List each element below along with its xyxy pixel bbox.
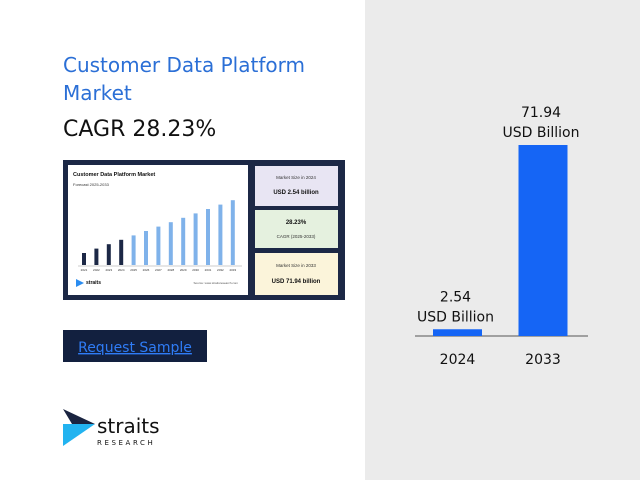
thumb-bar xyxy=(218,204,223,265)
thumb-bar xyxy=(230,200,235,265)
thumb-year: 2030 xyxy=(192,268,199,272)
thumb-source: Source: www.straitsresearch.com xyxy=(193,281,238,285)
thumb-year: 2029 xyxy=(180,268,187,272)
value-label: 71.94 USD Billion xyxy=(503,105,580,141)
page-title: Customer Data Platform Market xyxy=(63,53,305,105)
thumb-year: 2022 xyxy=(93,268,100,272)
thumb-year: 2027 xyxy=(155,268,162,272)
bar-chart: 2.54 USD Billion 2024 71.94 USD Billion 2033 xyxy=(415,105,588,368)
x-tick-label: 2024 xyxy=(440,352,476,368)
thumb-year: 2025 xyxy=(130,268,137,272)
thumb-bar xyxy=(131,235,136,265)
bar xyxy=(433,329,482,336)
thumb-bar xyxy=(193,213,198,265)
card-value: 28.23% xyxy=(286,220,307,226)
card-value: USD 71.94 billion xyxy=(272,279,321,285)
card-label: CAGR (2025-2033) xyxy=(277,234,316,239)
request-sample-button[interactable] xyxy=(63,330,207,362)
thumb-year: 2032 xyxy=(217,268,224,272)
value-label: 2.54 USD Billion xyxy=(417,289,494,325)
logo-icon-accent xyxy=(63,424,95,446)
card xyxy=(255,253,338,295)
card-label: Market Size in 2024 xyxy=(276,175,316,180)
page-subtitle: CAGR 28.23% xyxy=(63,117,216,142)
thumb-bar xyxy=(94,248,99,265)
thumb-bar xyxy=(168,222,173,265)
card-label: Market Size in 2033 xyxy=(276,263,316,268)
thumb-logo-icon xyxy=(76,279,84,287)
thumb-bar xyxy=(82,253,86,265)
card xyxy=(255,210,338,248)
thumb-logo: straits xyxy=(86,280,101,286)
card xyxy=(255,166,338,206)
bar xyxy=(518,145,568,336)
thumb-bar xyxy=(144,231,148,265)
thumbnail: Customer Data Platform Market Forecast 2… xyxy=(63,160,345,300)
x-tick-label: 2033 xyxy=(525,352,561,368)
thumb-year: 2021 xyxy=(81,268,88,272)
thumb-year: 2031 xyxy=(205,268,212,272)
right-panel xyxy=(365,0,640,480)
thumb-bar xyxy=(206,209,210,265)
request-sample-link[interactable]: Request Sample xyxy=(78,340,192,356)
logo-tagline: RESEARCH xyxy=(97,439,155,447)
thumb-year: 2023 xyxy=(105,268,112,272)
thumb-year: 2033 xyxy=(229,268,236,272)
thumb-bar xyxy=(106,244,111,265)
thumb-title: Customer Data Platform Market xyxy=(73,172,155,178)
card-value: USD 2.54 billion xyxy=(273,190,319,196)
thumb-year: 2024 xyxy=(118,268,125,272)
logo-name: straits xyxy=(97,414,160,438)
thumb-bar xyxy=(119,239,124,265)
thumb-bar xyxy=(181,217,186,265)
thumb-year: 2028 xyxy=(167,268,174,272)
thumb-subtitle: Forecast 2025-2033 xyxy=(73,182,110,187)
thumb-year: 2026 xyxy=(143,268,150,272)
thumb-bar xyxy=(156,226,161,265)
